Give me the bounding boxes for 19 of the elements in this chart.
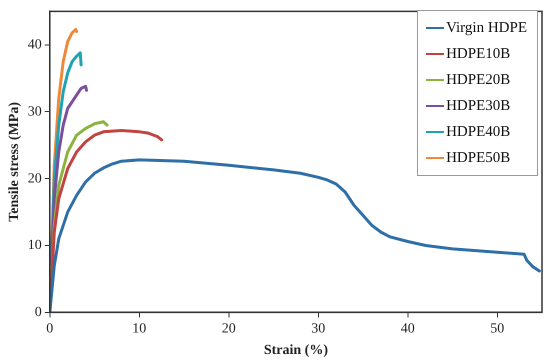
y-tick-label: 10 — [28, 238, 42, 254]
y-tick-label: 40 — [28, 38, 42, 53]
y-tick-label: 0 — [34, 305, 42, 320]
x-tick-label: 10 — [132, 321, 146, 336]
x-tick-label: 0 — [46, 321, 54, 336]
y-tick-label: 30 — [28, 104, 42, 120]
x-tick-label: 20 — [222, 321, 236, 336]
x-tick-label: 30 — [311, 321, 326, 336]
x-axis-title: Strain (%) — [264, 343, 328, 358]
legend-label: HDPE50B — [446, 150, 510, 166]
legend-label: HDPE10B — [446, 46, 510, 62]
legend-label: HDPE20B — [446, 72, 510, 88]
x-tick-label: 50 — [490, 321, 504, 336]
legend-label: HDPE30B — [446, 98, 510, 114]
y-axis-title: Tensile stress (MPa) — [7, 102, 22, 222]
x-tick-label: 40 — [400, 321, 415, 336]
y-tick-label: 20 — [28, 171, 42, 186]
legend-label: HDPE40B — [446, 124, 510, 140]
legend-label: Virgin HDPE — [446, 20, 527, 36]
